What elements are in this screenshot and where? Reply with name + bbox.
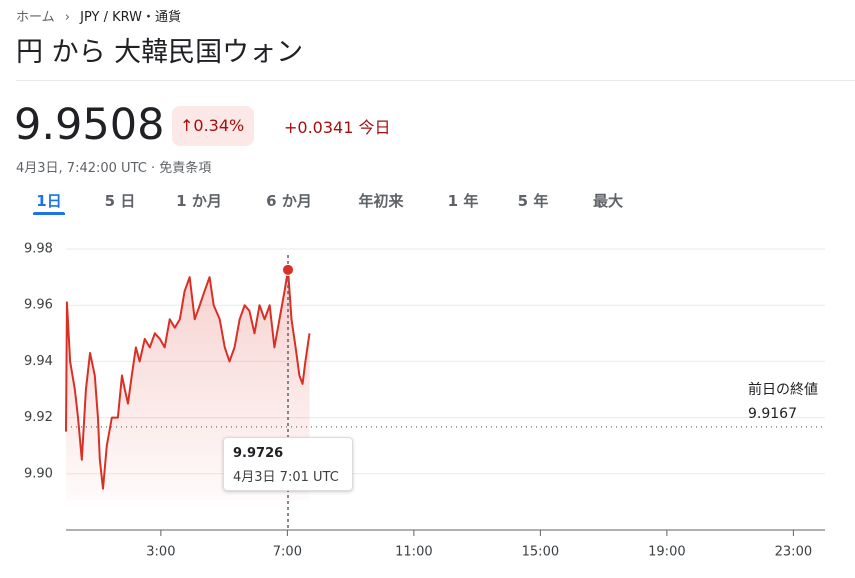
x-tick-label: 19:00 <box>648 545 685 560</box>
range-tab[interactable]: 1 か月 <box>176 192 222 210</box>
y-tick-label: 9.96 <box>24 298 53 313</box>
range-tab[interactable]: 6 か月 <box>266 192 312 210</box>
y-tick-label: 9.94 <box>24 354 53 369</box>
breadcrumb-separator: › <box>64 10 70 25</box>
change-pct: 0.34% <box>193 116 245 135</box>
price-line <box>65 268 311 490</box>
change-period: 今日 <box>358 118 391 137</box>
range-tab[interactable]: 最大 <box>592 192 624 210</box>
previous-close-label: 前日の終値 <box>748 382 818 398</box>
range-tab[interactable]: 5 年 <box>517 192 549 210</box>
breadcrumb-home[interactable]: ホーム <box>16 10 55 25</box>
x-tick-label: 15:00 <box>522 545 559 560</box>
range-tab[interactable]: 1日 <box>36 192 62 210</box>
tooltip-value: 9.9726 <box>233 446 284 461</box>
x-tick-label: 3:00 <box>146 545 175 560</box>
range-tab[interactable]: 5 日 <box>104 192 136 210</box>
range-tab[interactable]: 年初来 <box>358 192 404 210</box>
divider <box>16 80 855 81</box>
tooltip-label: 4月3日 7:01 UTC <box>233 470 339 485</box>
change-value: +0.0341 <box>284 118 354 137</box>
x-tick-label: 11:00 <box>395 545 432 560</box>
y-tick-label: 9.98 <box>24 242 53 257</box>
breadcrumb-current: JPY / KRW・通貨 <box>80 10 181 25</box>
price: 9.9508 <box>14 100 165 150</box>
previous-close-value: 9.9167 <box>748 406 797 422</box>
previous-close: 前日の終値 9.9167 <box>748 378 828 426</box>
active-tab-indicator <box>33 212 65 215</box>
y-tick-label: 9.90 <box>24 466 53 481</box>
page-title: 円 から 大韓民国ウォン <box>16 37 304 68</box>
breadcrumb: ホーム › JPY / KRW・通貨 <box>16 6 181 25</box>
x-tick-label: 7:00 <box>273 545 302 560</box>
range-tab[interactable]: 1 年 <box>447 192 479 210</box>
hover-point <box>282 263 295 276</box>
change-badge: ↑0.34% <box>172 106 255 146</box>
y-tick-label: 9.92 <box>24 410 53 425</box>
change-abs: +0.0341 今日 <box>284 114 391 138</box>
x-tick-label: 23:00 <box>775 545 812 560</box>
tooltip: 9.9726 4月3日 7:01 UTC <box>223 437 353 491</box>
timestamp: 4月3日, 7:42:00 UTC · 免責条項 <box>16 161 212 176</box>
up-arrow: ↑ <box>180 116 194 135</box>
